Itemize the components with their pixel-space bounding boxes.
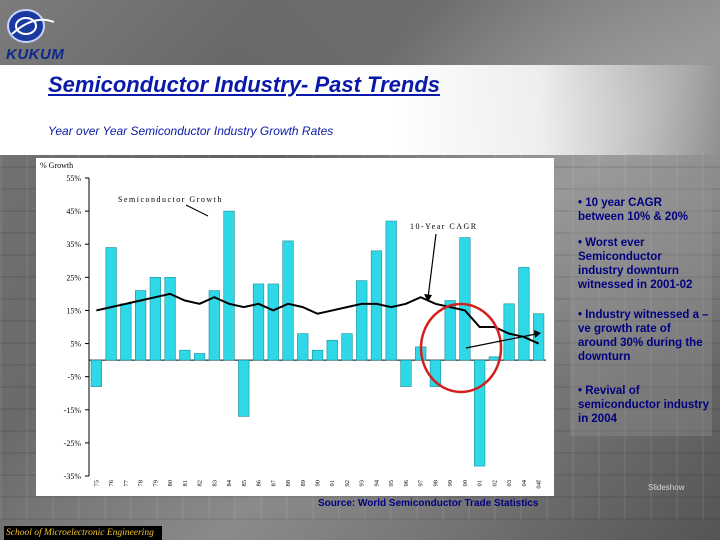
bar-04 — [518, 267, 530, 361]
y-tick-label: -5% — [68, 373, 82, 382]
bullet-negative-growth: • Industry witnessed a –ve growth rate o… — [578, 309, 709, 363]
x-tick-label: 77 — [123, 479, 130, 486]
logo-emblem-icon — [7, 9, 55, 43]
y-tick-label: 55% — [66, 174, 81, 183]
x-tick-label: 99 — [447, 480, 454, 487]
x-tick-label: 98 — [432, 480, 439, 487]
bar-93 — [356, 280, 368, 361]
x-tick-label: 86 — [256, 479, 263, 486]
bar-90 — [311, 349, 324, 361]
bar-91 — [326, 339, 338, 361]
y-axis-label: % Growth — [40, 161, 73, 170]
x-tick-label: 91 — [329, 480, 336, 487]
x-tick-label: 02 — [491, 480, 498, 487]
bar-81 — [179, 349, 191, 361]
cagr-line — [96, 292, 540, 345]
downturn-highlight-circle — [419, 302, 503, 394]
watermark: Slideshow — [648, 483, 685, 492]
x-tick-label: 93 — [359, 480, 366, 487]
x-tick-label: 75 — [93, 480, 100, 487]
bar-85 — [238, 359, 250, 417]
y-tick-label: 5% — [70, 340, 81, 349]
x-tick-label: 83 — [211, 480, 218, 487]
bar-83 — [208, 290, 220, 361]
circle-pointer — [465, 333, 537, 349]
bar-04f — [533, 313, 545, 361]
circle-pointer-arrowhead — [534, 330, 541, 338]
bar-78 — [134, 290, 147, 361]
x-tick-label: 01 — [477, 480, 484, 487]
bar-82 — [193, 353, 206, 361]
bar-89 — [297, 333, 309, 361]
footer-school-name: School of Microelectronic Engineering — [4, 526, 162, 540]
bar-88 — [282, 240, 294, 361]
bar-84 — [223, 210, 235, 361]
bar-75 — [90, 359, 102, 387]
y-tick-label: 35% — [66, 240, 81, 249]
bar-98 — [429, 359, 442, 387]
series-label-cagr: 10-Year CAGR — [410, 222, 478, 231]
y-tick-label: -25% — [64, 439, 82, 448]
y-tick-label: -35% — [64, 472, 82, 481]
bar-02 — [488, 356, 501, 361]
x-tick-label: 94 — [373, 479, 380, 486]
bullet-revival: • Revival of semiconductor industry in 2… — [578, 385, 709, 425]
bullet-cagr: • 10 year CAGR between 10% & 20% — [578, 197, 688, 223]
y-tick-label: 15% — [66, 306, 81, 315]
x-tick-label: 76 — [108, 479, 115, 486]
bar-95 — [385, 220, 397, 361]
x-tick-label: 80 — [167, 480, 174, 487]
y-tick-label: -15% — [64, 406, 82, 415]
logo-text: KUKUM — [6, 46, 65, 63]
series-label-growth: Semiconductor Growth — [118, 195, 223, 204]
source-citation: Source: World Semiconductor Trade Statis… — [318, 498, 539, 509]
x-tick-label: 89 — [300, 480, 307, 487]
y-tick-label: 45% — [66, 207, 81, 216]
bar-00 — [459, 237, 471, 361]
slide-title: Semiconductor Industry- Past Trends — [48, 72, 441, 97]
x-tick-label: 97 — [418, 479, 425, 486]
bullet-downturn: • Worst ever Semiconductor industry down… — [578, 237, 693, 291]
x-tick-label: 82 — [197, 480, 204, 487]
bar-76 — [105, 247, 117, 361]
chart-panel: 55% 45% 35% 25% 15% 5% -5% -15% -25% -35% % Growth… — [36, 158, 554, 496]
x-tick-label: 04f — [536, 479, 543, 489]
x-tick-label: 85 — [241, 480, 248, 487]
cagr-label-pointer — [427, 233, 437, 299]
y-tick-label: 25% — [66, 273, 81, 282]
x-tick-label: 87 — [270, 479, 277, 486]
x-tick-label: 90 — [315, 480, 322, 487]
x-tick-label: 03 — [506, 480, 513, 487]
bar-79 — [149, 277, 161, 361]
x-tick-label: 78 — [138, 480, 145, 487]
x-tick-label: 04 — [521, 479, 528, 486]
x-tick-label: 88 — [285, 480, 292, 487]
x-tick-label: 92 — [344, 480, 351, 487]
x-tick-label: 81 — [182, 480, 189, 487]
growth-label-pointer — [185, 204, 209, 217]
growth-chart: 55% 45% 35% 25% 15% 5% -5% -15% -25% -35% % Growth… — [40, 161, 546, 489]
bar-86 — [252, 283, 265, 361]
title-panel — [0, 65, 720, 155]
bar-80 — [164, 277, 176, 361]
x-tick-label: 95 — [388, 480, 395, 487]
x-tick-label: 96 — [403, 479, 410, 486]
x-tick-label: 79 — [152, 480, 159, 487]
bullet-list: • 10 year CAGR between 10% & 20% • Worst… — [570, 184, 712, 436]
chart-subtitle: Year over Year Semiconductor Industry Gr… — [48, 124, 334, 138]
bar-99 — [444, 300, 456, 361]
bar-87 — [267, 283, 279, 361]
x-tick-label: 84 — [226, 479, 233, 486]
cagr-pointer-arrowhead — [424, 294, 432, 302]
bar-77 — [120, 303, 132, 361]
bar-96 — [400, 359, 412, 387]
x-tick-label: 00 — [462, 480, 469, 487]
bar-92 — [341, 333, 353, 361]
bar-01 — [474, 359, 486, 467]
university-logo: KUKUM — [4, 4, 72, 63]
